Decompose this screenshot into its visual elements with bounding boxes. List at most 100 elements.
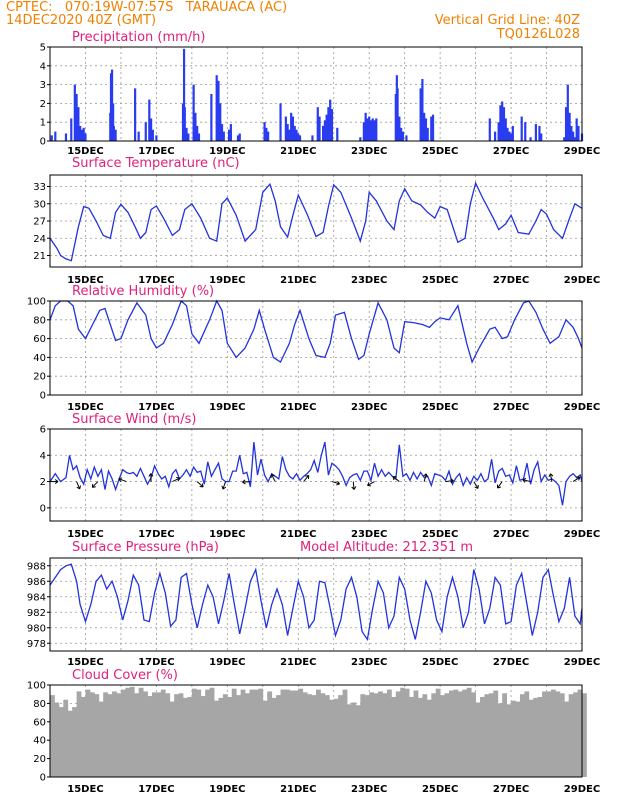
wind-arrow bbox=[172, 477, 181, 483]
wind-arrow bbox=[548, 473, 554, 482]
precip-bar bbox=[288, 129, 291, 141]
wind-arrow-head bbox=[150, 473, 154, 477]
cloud-bar bbox=[573, 692, 578, 777]
cloud-bar bbox=[129, 686, 135, 777]
cloud-bar bbox=[50, 695, 55, 777]
cloud-bar bbox=[107, 694, 113, 777]
cloud-bar bbox=[72, 707, 77, 777]
precip-bar bbox=[79, 125, 82, 141]
cloud-bar bbox=[276, 695, 281, 777]
precip-bar bbox=[182, 48, 186, 141]
y-tick-label: 0 bbox=[40, 391, 46, 402]
cloud-bar bbox=[440, 695, 445, 777]
y-tick-label: 986 bbox=[27, 577, 46, 588]
panels: Precipitation (mm/h) 0 1 2 3 4 5 15DEC 17DEC 19DE… bbox=[27, 30, 600, 795]
plot-frame bbox=[49, 174, 583, 268]
wind-arrow-shaft bbox=[352, 481, 355, 490]
wind-arrow-shaft bbox=[572, 476, 581, 482]
precip-bar bbox=[499, 105, 502, 141]
wind-arrow bbox=[392, 476, 400, 482]
y-tick-label: 982 bbox=[27, 608, 46, 619]
x-tick-label: 23DEC bbox=[351, 529, 387, 540]
precip-bar bbox=[286, 124, 289, 141]
precip-bar bbox=[134, 88, 137, 141]
plot-frame bbox=[49, 428, 583, 522]
panel-wind: Surface Wind (m/s) 0 2 4 6 15DEC 17DEC 19DEC 21D… bbox=[40, 412, 601, 540]
x-tick-label: 15DEC bbox=[67, 146, 103, 157]
wind-arrow-head bbox=[423, 473, 427, 477]
panel-cloud-cover: Cloud Cover (%) 0 20 40 60 80 100 15DEC 17DEC 19D… bbox=[27, 668, 600, 795]
precip-bar bbox=[279, 103, 282, 141]
y-tick-label: 978 bbox=[27, 639, 46, 650]
wind-arrow-head bbox=[222, 486, 227, 490]
panel-humidity: Relative Humidity (%) 0 20 40 60 80 100 15DEC 17… bbox=[27, 284, 600, 413]
cloud-bar bbox=[333, 698, 339, 777]
precip-bar bbox=[290, 112, 293, 141]
cloud-bar bbox=[236, 695, 242, 777]
wind-arrow-head bbox=[221, 485, 224, 490]
cloud-bar bbox=[488, 693, 494, 777]
x-tick-label: 15DEC bbox=[67, 529, 103, 540]
cloud-bar bbox=[200, 696, 206, 777]
cloud-bar bbox=[475, 702, 481, 777]
cloud-bar bbox=[147, 696, 153, 777]
cloud-bar bbox=[214, 700, 219, 777]
header-model: TQ0126L028 bbox=[496, 27, 580, 42]
wind-arrow bbox=[445, 478, 454, 484]
y-tick-label: 2 bbox=[40, 99, 46, 110]
precip-bar bbox=[210, 94, 213, 141]
cloud-bar bbox=[537, 696, 543, 777]
precip-bar bbox=[187, 133, 190, 141]
cloud-bar bbox=[54, 702, 60, 777]
precip-bar bbox=[511, 125, 514, 141]
x-tick-label: 19DEC bbox=[209, 146, 245, 157]
precip-bar bbox=[148, 99, 151, 141]
cloud-bar bbox=[338, 695, 343, 777]
precip-bar bbox=[509, 133, 513, 141]
panel-temperature: Surface Temperature (nC) 21 24 27 30 33 15DEC 1… bbox=[33, 156, 600, 286]
wind-arrow-shaft bbox=[303, 475, 310, 482]
cloud-bar bbox=[253, 689, 259, 777]
precip-bar bbox=[238, 133, 241, 141]
precip-bar bbox=[568, 112, 571, 141]
x-tick-label: 27DEC bbox=[493, 275, 529, 286]
cloud-bar bbox=[400, 687, 406, 777]
x-tick-label: 27DEC bbox=[493, 146, 529, 157]
y-tick-label: 30 bbox=[33, 199, 46, 210]
precip-bar bbox=[149, 118, 153, 141]
precip-bar bbox=[50, 135, 53, 141]
cloud-bar bbox=[324, 695, 330, 777]
precip-bar bbox=[321, 125, 325, 141]
y-tick-label: 2 bbox=[40, 477, 46, 488]
x-tick-label: 15DEC bbox=[67, 275, 103, 286]
panel-pressure: Surface Pressure (hPa) Model Altitude: 21… bbox=[27, 540, 600, 668]
cloud-bar bbox=[568, 694, 574, 777]
panel-title: Relative Humidity (%) bbox=[72, 284, 214, 299]
y-tick-label: 60 bbox=[33, 717, 46, 728]
x-tick-label: 25DEC bbox=[422, 784, 458, 795]
precip-bar bbox=[284, 116, 287, 141]
wind-arrow-head bbox=[550, 473, 554, 477]
cloud-bar bbox=[245, 693, 250, 777]
cloud-bar bbox=[453, 689, 459, 777]
cloud-bar bbox=[484, 694, 490, 777]
cloud-bar bbox=[187, 696, 193, 777]
x-tick-label: 21DEC bbox=[280, 529, 316, 540]
panel-title: Precipitation (mm/h) bbox=[72, 30, 205, 45]
y-tick-label: 24 bbox=[33, 234, 46, 245]
precip-bar bbox=[229, 124, 232, 141]
precip-bar bbox=[75, 94, 78, 141]
precip-bar bbox=[267, 131, 270, 141]
precip-bar bbox=[298, 135, 302, 141]
precip-bar bbox=[311, 135, 314, 141]
x-tick-label: 25DEC bbox=[422, 402, 458, 413]
x-tick-label: 19DEC bbox=[209, 657, 245, 668]
cloud-bar bbox=[511, 700, 516, 777]
precip-bar bbox=[329, 99, 332, 141]
precip-bar bbox=[217, 80, 220, 141]
cloud-bar bbox=[151, 692, 157, 777]
wind-arrow bbox=[423, 473, 428, 482]
precip-bar bbox=[293, 125, 296, 141]
precip-bar bbox=[529, 137, 532, 141]
y-tick-label: 60 bbox=[33, 334, 46, 345]
